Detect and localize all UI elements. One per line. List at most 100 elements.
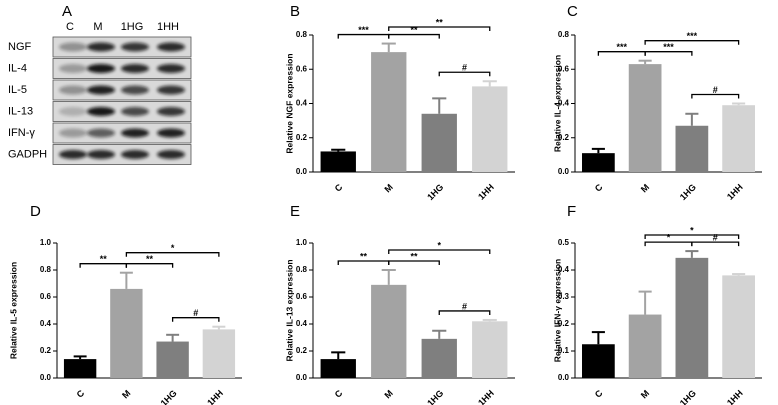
- x-tick-label: 1HG: [678, 388, 698, 405]
- bar: [371, 284, 407, 378]
- bar: [320, 151, 356, 172]
- y-tick-label: 0.0: [40, 373, 52, 382]
- x-tick-label: C: [333, 388, 345, 400]
- protein-label: IFN-γ: [8, 127, 35, 139]
- significance-bracket: [438, 310, 491, 315]
- x-tick-label: 1HG: [159, 388, 179, 405]
- significance-label: *: [171, 243, 175, 253]
- x-tick-label: 1HG: [425, 182, 445, 202]
- y-tick-label: 0.4: [558, 99, 570, 108]
- significance-label: ***: [663, 42, 674, 52]
- bar: [110, 288, 143, 378]
- significance-bracket: [691, 241, 740, 247]
- y-axis-label: Relative IL-5 expression: [8, 262, 18, 359]
- bar: [320, 359, 356, 378]
- panel-letter: B: [290, 3, 300, 20]
- bar: [675, 257, 709, 378]
- x-tick-label: 1HH: [476, 388, 496, 405]
- significance-bracket: [337, 33, 390, 39]
- y-axis-label: Relative NGF expression: [284, 53, 294, 153]
- x-tick-label: M: [120, 388, 132, 400]
- blot-band: [157, 64, 185, 73]
- bar: [582, 344, 615, 378]
- y-tick-label: 0.8: [558, 30, 570, 39]
- significance-label: *: [437, 240, 441, 250]
- significance-label: #: [462, 301, 467, 311]
- protein-label: IL-4: [8, 62, 27, 74]
- bar: [63, 359, 97, 378]
- bar: [582, 153, 615, 172]
- blot-band: [121, 128, 149, 138]
- blot-band: [87, 107, 115, 116]
- blot-band: [87, 128, 115, 138]
- x-tick-label: 1HH: [205, 388, 225, 405]
- panel-letter: F: [567, 203, 576, 220]
- significance-label: ***: [358, 25, 369, 35]
- y-tick-label: 0.4: [40, 319, 52, 328]
- blot-band: [157, 128, 185, 138]
- bar: [472, 321, 508, 378]
- significance-label: ***: [687, 31, 698, 41]
- blot-band: [157, 150, 185, 159]
- y-tick-label: 0.6: [558, 64, 570, 73]
- x-tick-label: 1HH: [725, 182, 745, 202]
- blot-band: [59, 150, 87, 159]
- blot-band: [59, 85, 87, 95]
- y-tick-label: 0.2: [558, 133, 570, 142]
- bar: [156, 341, 189, 378]
- blot-band: [121, 107, 149, 116]
- blot-band: [121, 64, 149, 73]
- y-tick-label: 0.8: [296, 265, 308, 274]
- blot-band: [87, 64, 115, 73]
- x-tick-label: 1HH: [725, 388, 745, 405]
- y-tick-label: 0.4: [296, 319, 308, 328]
- blot-band: [87, 150, 115, 159]
- panel-letter: C: [567, 3, 578, 20]
- significance-label: #: [462, 63, 467, 73]
- y-tick-label: 0.8: [296, 30, 308, 39]
- significance-label: **: [436, 17, 444, 27]
- significance-bracket: [644, 241, 693, 247]
- y-tick-label: 0.6: [40, 292, 52, 301]
- y-axis-label: Relative IFN-γ expression: [552, 259, 562, 362]
- significance-bracket: [388, 26, 491, 31]
- significance-bracket: [644, 51, 693, 56]
- significance-label: **: [100, 254, 108, 264]
- y-tick-label: 0.5: [558, 238, 570, 247]
- blot-band: [59, 107, 87, 116]
- y-axis-label: Relative IL-4 expression: [552, 55, 562, 152]
- x-tick-label: 1HG: [678, 182, 698, 202]
- x-tick-label: C: [333, 182, 345, 194]
- significance-bracket: [125, 252, 220, 257]
- lane-label: 1HG: [121, 21, 144, 33]
- y-tick-label: 0.4: [296, 99, 308, 108]
- significance-label: ***: [616, 42, 627, 52]
- lane-label: 1HH: [157, 21, 179, 33]
- protein-label: IL-13: [8, 105, 33, 117]
- y-axis-label: Relative IL-13 expression: [284, 259, 294, 361]
- y-tick-label: 0.4: [558, 265, 570, 274]
- y-tick-label: 0.0: [296, 167, 308, 176]
- blot-band: [121, 150, 149, 159]
- y-tick-label: 1.0: [40, 238, 52, 247]
- significance-label: #: [193, 308, 198, 318]
- x-tick-label: C: [593, 182, 605, 194]
- x-tick-label: M: [382, 388, 394, 400]
- bar: [722, 275, 755, 378]
- y-tick-label: 0.2: [558, 319, 570, 328]
- significance-bracket: [644, 40, 740, 45]
- significance-bracket: [388, 260, 440, 265]
- significance-label: **: [146, 254, 154, 264]
- blot-band: [59, 42, 87, 52]
- x-tick-label: M: [382, 182, 394, 194]
- y-tick-label: 0.6: [296, 292, 308, 301]
- blot-band: [87, 42, 115, 52]
- blot-band: [157, 85, 185, 95]
- blot-band: [157, 42, 185, 52]
- y-tick-label: 1.0: [296, 238, 308, 247]
- panel-letter: E: [290, 203, 300, 220]
- y-tick-label: 0.0: [558, 167, 570, 176]
- blot-band: [87, 85, 115, 95]
- bar: [421, 113, 457, 172]
